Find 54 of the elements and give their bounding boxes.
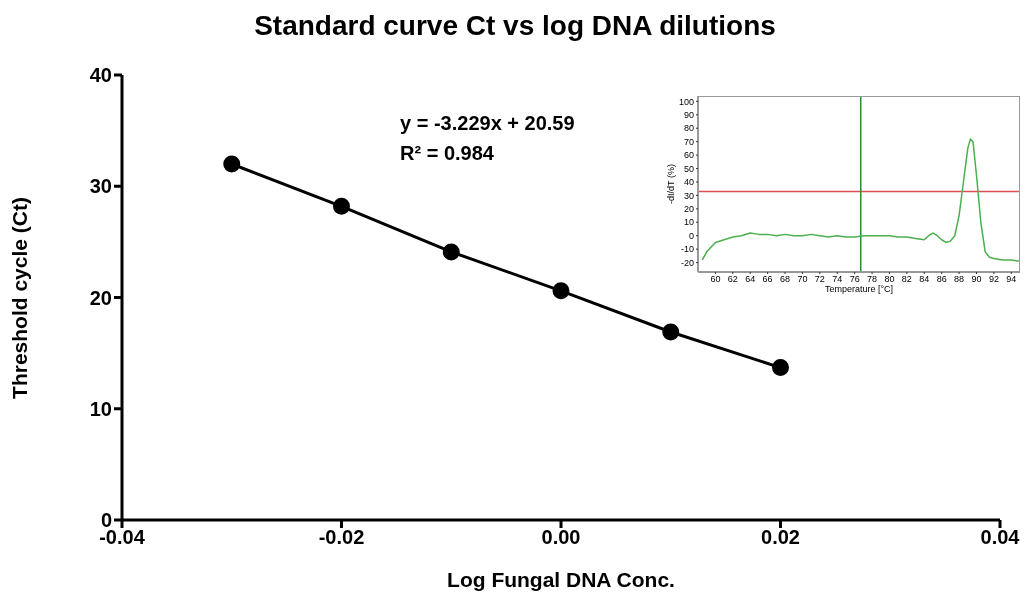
- y-tick-label: 20: [89, 286, 112, 309]
- x-tick-label: -0.04: [99, 526, 146, 549]
- x-tick-label: 80: [884, 274, 895, 285]
- y-tick-label: 30: [89, 175, 112, 198]
- x-tick-label: 88: [954, 274, 965, 285]
- line-series: [701, 138, 1020, 262]
- x-tick-label: 0.02: [761, 526, 800, 549]
- x-axis-title: Log Fungal DNA Conc.: [447, 568, 675, 591]
- y-tick-label: -10: [680, 244, 694, 255]
- point: [772, 359, 789, 377]
- y-tick-label: 20: [683, 204, 694, 215]
- y-tick-label: 70: [683, 136, 694, 147]
- point: [223, 155, 241, 173]
- y-axis-title: -dI/dT (%): [666, 164, 676, 204]
- x-tick-label: 84: [919, 274, 930, 285]
- x-tick-label: 0.04: [980, 526, 1021, 549]
- x-tick-label: 76: [849, 274, 860, 285]
- point: [333, 197, 350, 215]
- x-tick-label: 94: [1006, 274, 1017, 285]
- y-tick-label: 10: [89, 397, 112, 420]
- x-tick-label: 78: [867, 274, 878, 285]
- y-tick-label: 100: [678, 96, 694, 107]
- point: [442, 243, 460, 261]
- x-tick-label: 60: [710, 274, 721, 285]
- y-tick-label: 10: [683, 217, 694, 228]
- x-axis-title: Temperature [°C]: [824, 284, 894, 294]
- y-tick-label: 80: [683, 123, 694, 134]
- y-tick-label: 40: [89, 64, 112, 87]
- y-tick-label: -20: [680, 257, 694, 268]
- x-tick-label: 64: [745, 274, 756, 285]
- x-tick-label: 72: [814, 274, 825, 285]
- x-tick-label: 70: [797, 274, 808, 285]
- chart-title: Standard curve Ct vs log DNA dilutions: [254, 10, 776, 41]
- x-tick-label: 0.00: [541, 526, 581, 549]
- x-tick-label: 86: [936, 274, 947, 285]
- x-tick-label: -0.02: [318, 526, 365, 549]
- y-tick-label: 40: [683, 177, 694, 188]
- x-tick-label: 74: [832, 274, 843, 285]
- y-tick-label: 0: [688, 230, 694, 241]
- x-tick-label: 90: [971, 274, 982, 285]
- annotation: R² = 0.984: [400, 142, 494, 164]
- x-tick-label: 68: [780, 274, 791, 285]
- point: [552, 282, 570, 300]
- point: [662, 323, 680, 341]
- x-tick-label: 62: [727, 274, 738, 285]
- annotation: y = -3.229x + 20.59: [400, 112, 575, 134]
- y-tick-label: 60: [683, 150, 694, 161]
- y-axis-title: Threshold cycle (Ct): [8, 196, 31, 399]
- x-tick-label: 82: [901, 274, 912, 285]
- y-tick-label: 90: [683, 110, 694, 120]
- y-tick-label: 30: [683, 190, 694, 201]
- x-tick-label: 66: [762, 274, 773, 285]
- y-tick-label: 50: [683, 163, 694, 174]
- x-tick-label: 92: [988, 274, 999, 285]
